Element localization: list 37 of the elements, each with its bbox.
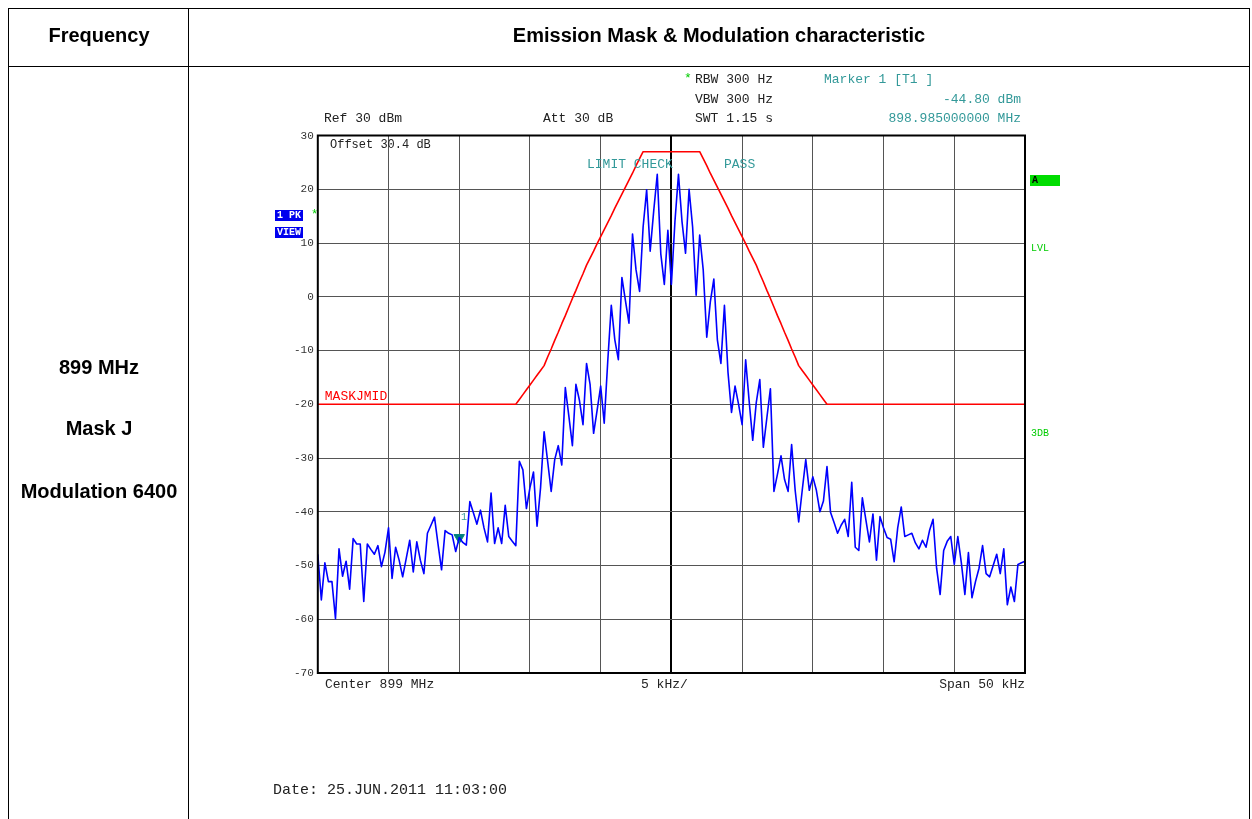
text: A	[1030, 175, 1060, 186]
text: Span 50 kHz	[939, 677, 1025, 692]
y-tick-label: -10	[293, 344, 314, 357]
text: 899 MHz	[58, 356, 140, 379]
y-tick-label: -60	[293, 613, 314, 626]
y-tick-label: -20	[293, 398, 314, 411]
series-label: MASKJMID	[324, 389, 388, 405]
text: *	[684, 71, 692, 86]
text: Att 30 dB	[543, 111, 614, 126]
text: -44.80 dBm	[942, 92, 1021, 107]
text: Modulation 6400	[20, 479, 178, 504]
text: VBW 300 Hz	[695, 92, 774, 107]
text: SWT 1.15 s	[695, 111, 774, 126]
text: Date: 25.JUN.2011 11:03:00	[273, 782, 508, 799]
y-tick-label: 0	[307, 290, 314, 303]
text: Ref 30 dBm	[324, 111, 403, 126]
y-tick-label: -70	[293, 666, 314, 679]
text: Frequency	[47, 24, 151, 47]
annotation: *	[311, 208, 319, 222]
text: Marker 1 [T1 ]	[824, 72, 934, 87]
text: 3DB	[1031, 428, 1050, 439]
text: Center 899 MHz	[325, 677, 435, 692]
text: 5 kHz/	[641, 677, 688, 692]
chart-title: Emission Mask & Modulation characteristic	[511, 24, 927, 47]
text: 898.985000000 MHz	[888, 111, 1021, 126]
y-tick-label: 20	[300, 183, 314, 196]
y-tick-label: -30	[293, 451, 314, 464]
text: LVL	[1031, 243, 1050, 254]
y-tick-label: -40	[293, 505, 314, 518]
y-tick-label: -50	[293, 559, 314, 572]
y-tick-label: 30	[300, 129, 314, 142]
annotation: 1	[461, 512, 468, 523]
text: RBW 300 Hz	[695, 72, 774, 87]
text: 1 PK	[275, 210, 304, 221]
text: Mask J	[64, 417, 134, 440]
y-tick-label: 10	[300, 236, 314, 249]
text: VIEW	[275, 227, 304, 238]
